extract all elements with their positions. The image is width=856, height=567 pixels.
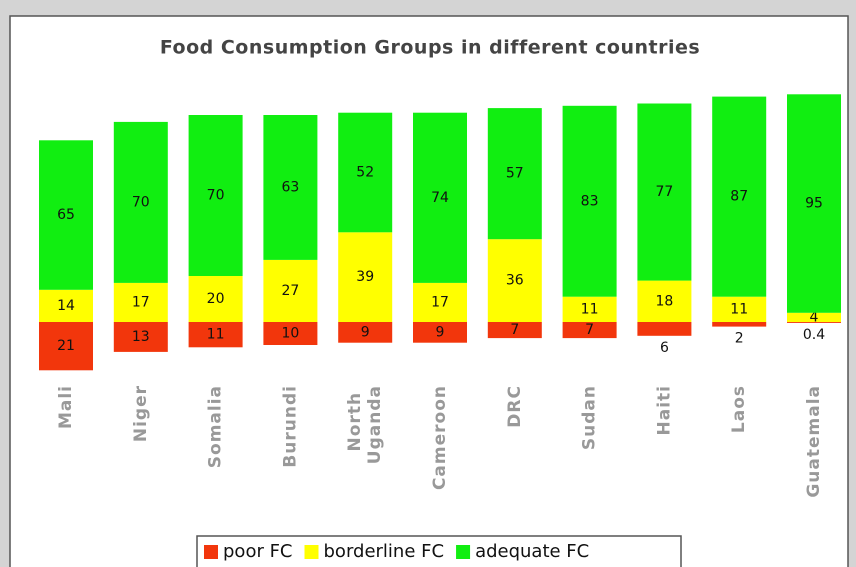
bar-segment bbox=[637, 103, 692, 281]
bar-segment bbox=[487, 239, 542, 322]
legend-label: adequate FC bbox=[475, 541, 589, 562]
x-tick-label: Cameroon bbox=[430, 385, 450, 490]
value-label: 7 bbox=[585, 322, 594, 338]
value-label: 77 bbox=[655, 184, 673, 200]
value-label: 18 bbox=[655, 293, 673, 309]
value-label: 17 bbox=[132, 294, 150, 310]
value-label: 83 bbox=[581, 193, 599, 209]
bar-segment bbox=[188, 115, 243, 276]
value-label: 6 bbox=[660, 340, 669, 356]
x-tick-label: Somalia bbox=[206, 385, 226, 468]
bar-segment bbox=[787, 312, 841, 322]
bar-segment bbox=[487, 108, 542, 240]
x-tick-label: Sudan bbox=[580, 385, 600, 450]
bar-segment bbox=[39, 322, 93, 371]
value-label: 11 bbox=[730, 301, 748, 317]
bar-segment bbox=[712, 296, 767, 322]
x-tick-label: Guatemala bbox=[804, 385, 824, 498]
value-label: 20 bbox=[207, 291, 225, 307]
x-tick-label: Niger bbox=[131, 385, 151, 442]
bar-segment bbox=[637, 322, 692, 336]
bar-segment bbox=[188, 322, 243, 348]
bar-segment bbox=[113, 282, 168, 322]
bar-segment bbox=[39, 140, 93, 290]
bar-segment bbox=[562, 296, 617, 322]
bar-segment bbox=[113, 121, 168, 283]
value-label: 70 bbox=[207, 188, 225, 204]
bar-segment bbox=[338, 112, 393, 233]
value-label: 14 bbox=[57, 298, 75, 314]
value-label: 9 bbox=[436, 324, 445, 340]
bar-segment bbox=[413, 322, 467, 343]
bar-segment bbox=[487, 322, 542, 339]
bar-segment bbox=[413, 112, 467, 283]
value-label: 70 bbox=[132, 194, 150, 210]
bar-segment bbox=[562, 105, 617, 297]
bar-segment bbox=[263, 115, 318, 260]
bar-segment bbox=[637, 280, 692, 322]
value-label: 2 bbox=[735, 331, 744, 347]
value-label: 36 bbox=[506, 273, 524, 289]
value-label: 10 bbox=[281, 326, 299, 342]
value-label: 52 bbox=[356, 165, 374, 181]
value-label: 11 bbox=[207, 327, 225, 343]
bar-segment bbox=[787, 322, 841, 323]
x-tick-label: North Uganda bbox=[345, 385, 385, 464]
legend-swatch bbox=[456, 545, 471, 559]
value-label: 9 bbox=[361, 324, 370, 340]
bar-segment bbox=[712, 322, 767, 327]
value-label: 87 bbox=[730, 189, 748, 205]
value-label: 17 bbox=[431, 294, 449, 310]
legend-box bbox=[196, 535, 682, 567]
bar-segment bbox=[263, 259, 318, 322]
bar-segment bbox=[338, 322, 393, 343]
bar-segment bbox=[712, 96, 767, 297]
value-label: 95 bbox=[805, 196, 823, 212]
chart-title: Food Consumption Groups in different cou… bbox=[160, 37, 700, 59]
value-label: 21 bbox=[57, 338, 75, 354]
value-label: 27 bbox=[281, 283, 299, 299]
legend-swatch bbox=[204, 545, 218, 559]
value-label: 0.4 bbox=[803, 327, 825, 343]
value-label: 13 bbox=[132, 329, 150, 345]
bar-segment bbox=[39, 289, 93, 322]
bar-segment bbox=[263, 322, 318, 345]
bar-segment bbox=[338, 232, 393, 322]
bar-segment bbox=[413, 282, 467, 322]
x-tick-label: Mali bbox=[56, 385, 76, 429]
legend-swatch bbox=[304, 545, 319, 559]
x-tick-label: DRC bbox=[505, 385, 525, 428]
legend-label: borderline FC bbox=[324, 541, 445, 562]
bar-segment bbox=[787, 94, 841, 313]
bar-segment bbox=[188, 276, 243, 322]
value-label: 7 bbox=[510, 322, 519, 338]
value-label: 4 bbox=[810, 309, 819, 325]
value-label: 57 bbox=[506, 166, 524, 182]
x-tick-label: Laos bbox=[729, 385, 749, 433]
value-label: 11 bbox=[581, 301, 599, 317]
bar-segment bbox=[113, 322, 168, 352]
legend-label: poor FC bbox=[223, 541, 293, 562]
x-tick-label: Burundi bbox=[280, 385, 300, 468]
x-tick-label: Haiti bbox=[654, 385, 674, 435]
value-label: 39 bbox=[356, 269, 374, 285]
value-label: 63 bbox=[281, 179, 299, 195]
value-label: 65 bbox=[57, 207, 75, 223]
bar-segment bbox=[562, 322, 617, 339]
value-label: 74 bbox=[431, 190, 449, 206]
